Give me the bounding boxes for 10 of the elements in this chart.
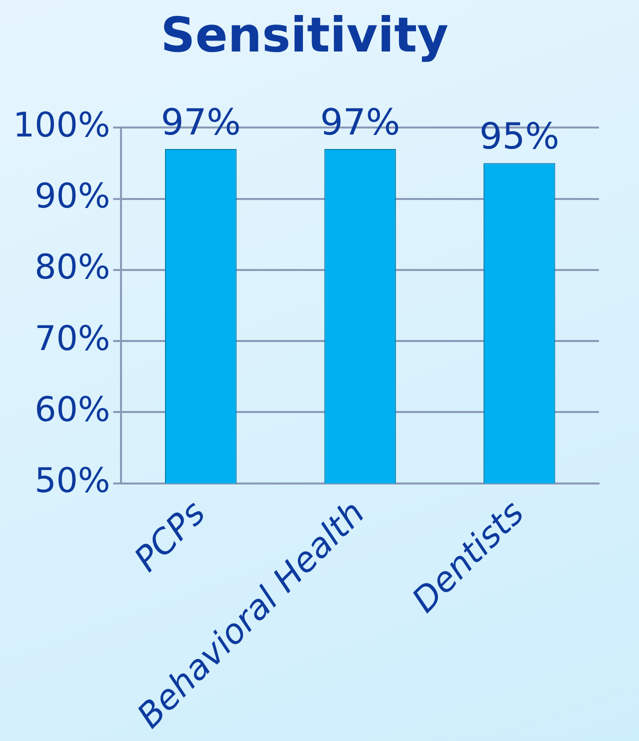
y-tick-label: 80% <box>34 248 110 288</box>
y-tick-label: 90% <box>34 176 110 217</box>
data-label: 97% <box>160 102 241 144</box>
chart-title: Sensitivity <box>160 7 448 64</box>
data-label: 95% <box>479 116 560 158</box>
data-label: 97% <box>320 102 400 144</box>
y-tick-label: 70% <box>34 318 110 359</box>
y-tick-label: 100% <box>13 105 110 146</box>
y-tick-label: 60% <box>34 390 110 430</box>
y-tick-label: 50% <box>34 461 110 502</box>
